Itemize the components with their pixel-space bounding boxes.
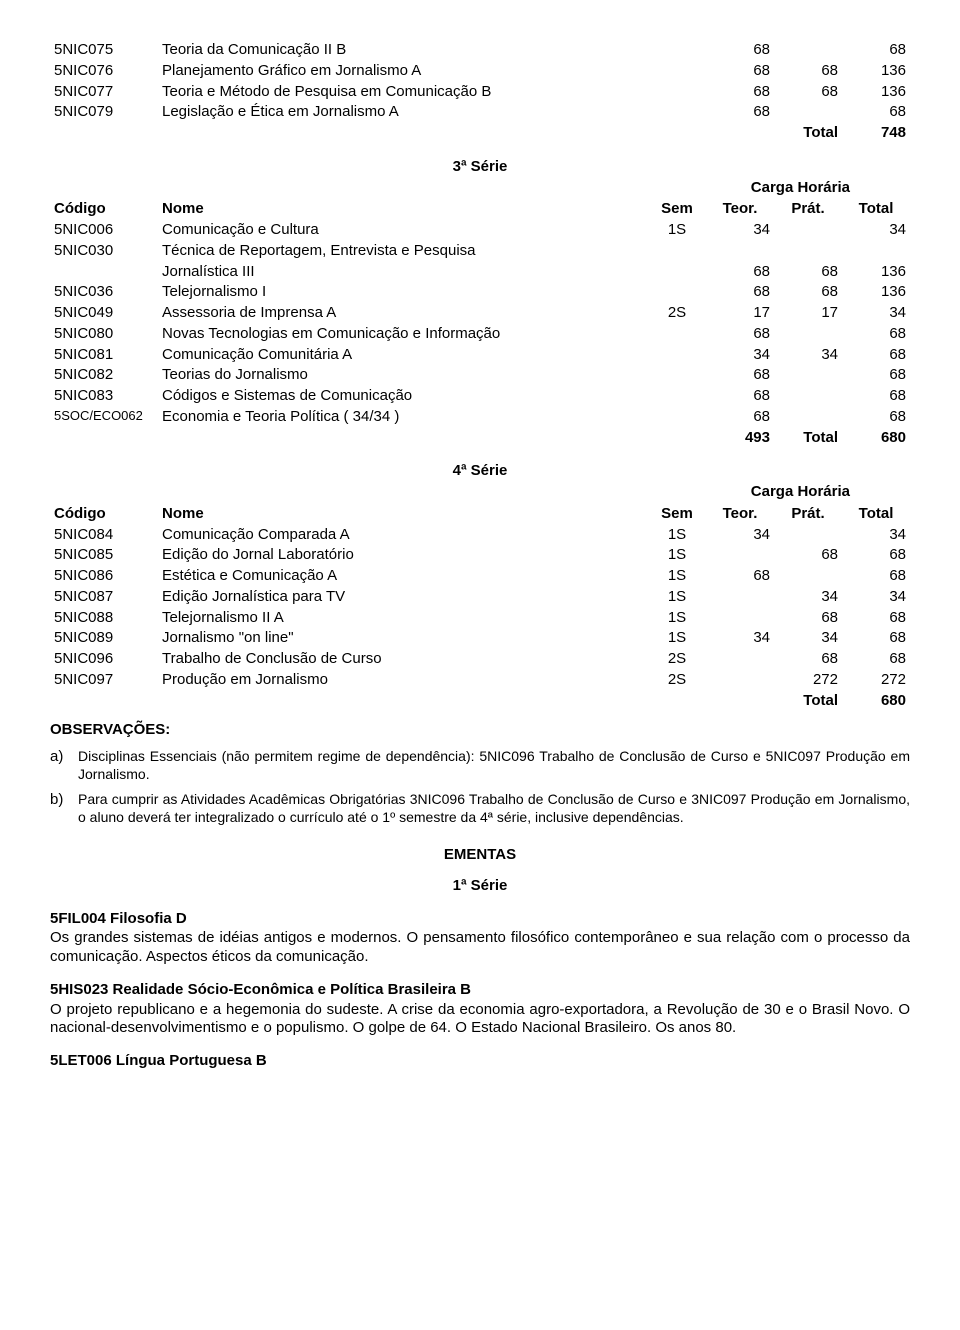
table-header: CódigoNomeSemTeor.Prát.Total — [50, 199, 910, 220]
table-row: 5NIC077Teoria e Método de Pesquisa em Co… — [50, 82, 910, 103]
table-row: 5NIC030Técnica de Reportagem, Entrevista… — [50, 241, 910, 262]
table-row: 5SOC/ECO062Economia e Teoria Política ( … — [50, 407, 910, 428]
obs-text: Disciplinas Essenciais (não permitem reg… — [78, 748, 910, 783]
ementa-body: Os grandes sistemas de idéias antigos e … — [50, 929, 910, 967]
total-label: Total — [774, 428, 842, 449]
table-row: 5NIC084Comunicação Comparada A1S3434 — [50, 525, 910, 546]
serie3-table: CódigoNomeSemTeor.Prát.Total 5NIC006Comu… — [50, 199, 910, 448]
total-value: 748 — [842, 123, 910, 144]
serie4-table: CódigoNomeSemTeor.Prát.Total 5NIC084Comu… — [50, 504, 910, 712]
serie3-carga: Carga Horária — [50, 179, 910, 198]
cell-code: 5NIC075 — [50, 40, 158, 61]
table-row: 5NIC076Planejamento Gráfico em Jornalism… — [50, 61, 910, 82]
ementa-head: 5FIL004 Filosofia D — [50, 910, 910, 929]
table-row: 5NIC096Trabalho de Conclusão de Curso2S6… — [50, 649, 910, 670]
observacoes-label: OBSERVAÇÕES: — [50, 721, 910, 740]
table-row: 5NIC082Teorias do Jornalismo6868 — [50, 365, 910, 386]
obs-marker: b) — [50, 791, 78, 826]
serie3-title: 3ª Série — [50, 158, 910, 177]
obs-text: Para cumprir as Atividades Acadêmicas Ob… — [78, 791, 910, 826]
obs-item-a: a) Disciplinas Essenciais (não permitem … — [50, 748, 910, 783]
serie4-carga: Carga Horária — [50, 483, 910, 502]
obs-item-b: b) Para cumprir as Atividades Acadêmicas… — [50, 791, 910, 826]
subtotal-teor: 493 — [706, 428, 774, 449]
table-row: 5NIC083Códigos e Sistemas de Comunicação… — [50, 386, 910, 407]
table-row: 5NIC085Edição do Jornal Laboratório1S686… — [50, 545, 910, 566]
total-label: Total — [774, 691, 842, 712]
ementa-head: 5HIS023 Realidade Sócio-Econômica e Polí… — [50, 981, 910, 1000]
total-value: 680 — [842, 428, 910, 449]
table-row: 5NIC089Jornalismo "on line"1S343468 — [50, 628, 910, 649]
table-total-row: Total680 — [50, 691, 910, 712]
table-row: 5NIC075Teoria da Comunicação II B 68 68 — [50, 40, 910, 61]
cell-sem — [648, 40, 706, 61]
table-row: 5NIC088Telejornalismo II A1S6868 — [50, 608, 910, 629]
table-row: 5NIC080Novas Tecnologias em Comunicação … — [50, 324, 910, 345]
table-header: CódigoNomeSemTeor.Prát.Total — [50, 504, 910, 525]
cell-tot: 68 — [842, 40, 910, 61]
table-row: 5NIC006Comunicação e Cultura1S3434 — [50, 220, 910, 241]
total-value: 680 — [842, 691, 910, 712]
table-row: 5NIC086Estética e Comunicação A1S6868 — [50, 566, 910, 587]
cell-name: Teoria da Comunicação II B — [158, 40, 648, 61]
table-row: 5NIC079Legislação e Ética em Jornalismo … — [50, 102, 910, 123]
ementa-head: 5LET006 Língua Portuguesa B — [50, 1052, 910, 1071]
table-row: 5NIC049Assessoria de Imprensa A2S171734 — [50, 303, 910, 324]
obs-marker: a) — [50, 748, 78, 783]
serie4-title: 4ª Série — [50, 462, 910, 481]
ementas-title: EMENTAS — [50, 846, 910, 865]
cell-teor: 68 — [706, 40, 774, 61]
table-row: 5NIC081Comunicação Comunitária A343468 — [50, 345, 910, 366]
table-total-row: 493Total680 — [50, 428, 910, 449]
total-label: Total — [774, 123, 842, 144]
table-row: Jornalística III6868136 — [50, 262, 910, 283]
ementa-body: O projeto republicano e a hegemonia do s… — [50, 1001, 910, 1039]
table-row: 5NIC036Telejornalismo I6868136 — [50, 282, 910, 303]
table-row: 5NIC097Produção em Jornalismo2S272272 — [50, 670, 910, 691]
ementas-serie-title: 1ª Série — [50, 877, 910, 896]
cell-prat — [774, 40, 842, 61]
table-total-row: Total748 — [50, 123, 910, 144]
table-row: 5NIC087Edição Jornalística para TV1S3434 — [50, 587, 910, 608]
table-a: 5NIC075Teoria da Comunicação II B 68 68 5N… — [50, 40, 910, 144]
